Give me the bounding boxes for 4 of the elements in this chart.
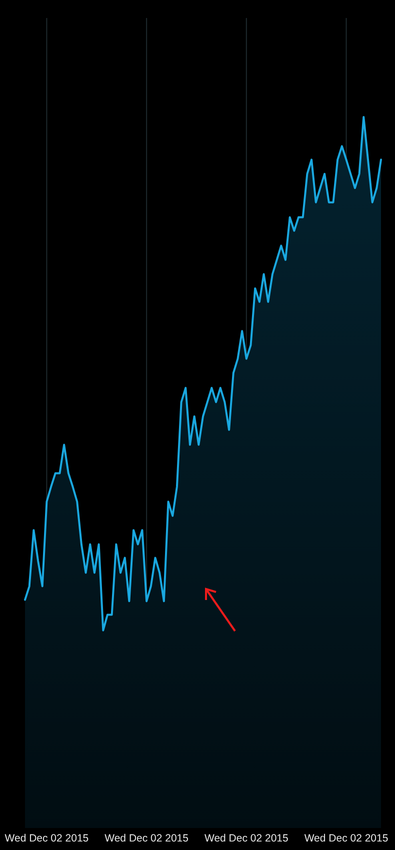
x-tick-label: Wed Dec 02 2015 [204,832,288,844]
x-tick-label: Wed Dec 02 2015 [4,832,89,844]
x-tick-label: Wed Dec 02 2015 [304,832,388,844]
x-tick-label: Wed Dec 02 2015 [104,832,189,844]
